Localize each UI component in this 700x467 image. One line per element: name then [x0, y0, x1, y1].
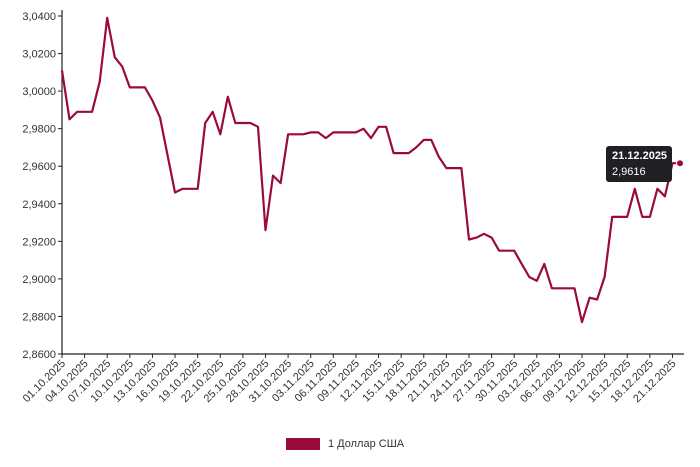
y-tick-label: 2,9600	[22, 161, 56, 173]
y-tick-label: 2,9200	[22, 236, 56, 248]
x-axis-ticks: 01.10.202504.10.202507.10.202510.10.2025…	[21, 354, 679, 405]
y-tick-label: 3,0400	[22, 11, 56, 23]
tooltip: 21.12.2025 2,9616	[606, 146, 672, 182]
y-tick-label: 3,0000	[22, 86, 56, 98]
y-tick-label: 2,9000	[22, 274, 56, 286]
y-tick-label: 3,0200	[22, 49, 56, 61]
y-tick-label: 2,9400	[22, 199, 56, 211]
y-tick-label: 2,9800	[22, 124, 56, 136]
y-tick-label: 2,8600	[22, 349, 56, 361]
legend-swatch	[286, 438, 320, 450]
tooltip-date: 21.12.2025	[612, 150, 668, 162]
tooltip-value: 2,9616	[612, 166, 646, 178]
y-axis-ticks: 2,8600 2,8800 2,9000 2,9200 2,9400 2,9600 2,98…	[22, 11, 62, 361]
legend[interactable]: 1 Доллар США	[286, 438, 404, 450]
legend-label: 1 Доллар США	[328, 438, 405, 450]
highlight-point[interactable]	[676, 159, 684, 168]
y-tick-label: 2,8800	[22, 311, 56, 323]
series-line-usd[interactable]	[60, 16, 680, 324]
